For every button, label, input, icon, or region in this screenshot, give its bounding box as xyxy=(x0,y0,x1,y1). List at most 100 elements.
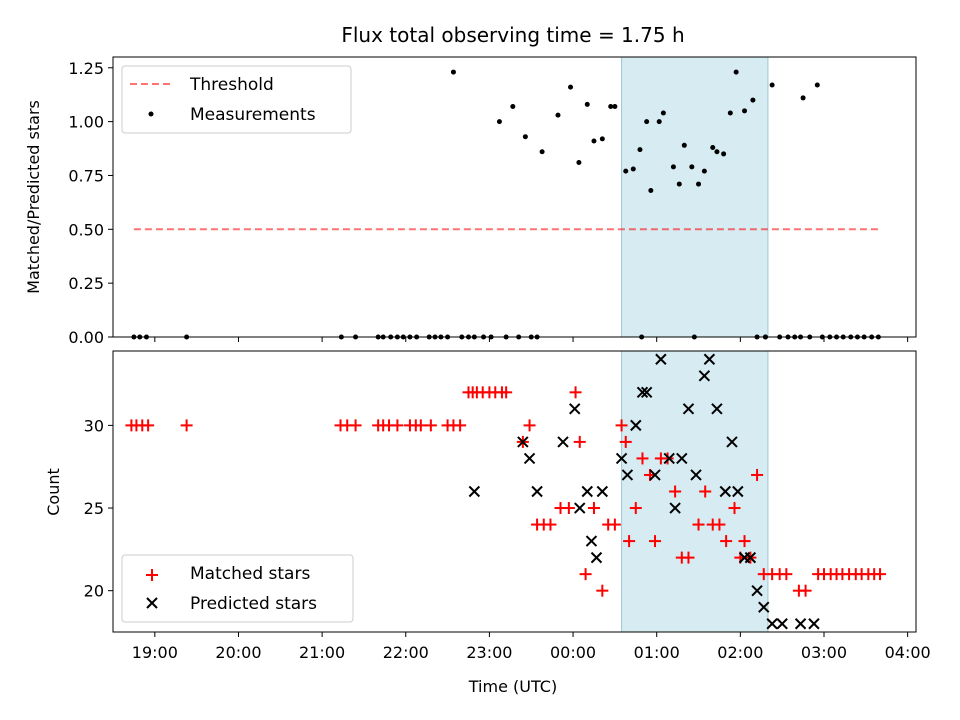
measurement-point xyxy=(727,110,733,116)
bottom-y-axis-label: Count xyxy=(44,468,63,516)
matched-star-marker xyxy=(799,584,812,597)
bottom-y-tick-label: 25 xyxy=(84,499,104,518)
measurement-point xyxy=(800,95,806,101)
predicted-star-marker xyxy=(557,436,569,448)
x-tick-label: 04:00 xyxy=(885,643,931,662)
predicted-star-marker xyxy=(732,485,744,498)
bottom-highlight-span xyxy=(621,350,769,633)
top-y-tick-label: 1.00 xyxy=(68,113,104,132)
matched-star-marker xyxy=(180,419,193,432)
measurement-point xyxy=(637,147,643,153)
measurement-point xyxy=(750,97,756,103)
top-highlight-span xyxy=(621,56,769,338)
predicted-star-marker xyxy=(751,584,763,597)
measurements-legend-label: Measurements xyxy=(190,105,316,125)
matched-star-marker xyxy=(738,535,751,548)
measurement-point xyxy=(656,119,662,125)
matched-star-marker xyxy=(682,551,695,564)
matched-star-marker xyxy=(544,518,557,531)
top-y-tick-label: 0.00 xyxy=(68,328,104,347)
top-panel: 0.00 0.25 0.50 0.75 1.00 1.25 Matched/Predict… xyxy=(24,56,917,347)
measurement-point xyxy=(568,84,574,90)
matched-star-marker xyxy=(699,485,712,498)
measurement-point xyxy=(676,181,682,187)
top-x-ticks xyxy=(154,337,909,342)
bottom-axes-frame xyxy=(112,350,917,633)
predicted-legend-marker xyxy=(146,597,158,609)
bottom-y-tick-label: 20 xyxy=(84,582,104,601)
matched-star-marker xyxy=(615,419,628,432)
matched-star-marker xyxy=(669,485,682,498)
bottom-x-ticks: 19:00 20:00 21:00 22:00 23:00 00:00 01:00 02:00… xyxy=(132,632,931,662)
top-axes-frame xyxy=(112,56,917,338)
measurement-point xyxy=(576,160,582,166)
measurement-point xyxy=(660,110,666,116)
measurement-point xyxy=(814,82,820,88)
matched-star-marker xyxy=(142,419,155,432)
chart-title: Flux total observing time = 1.75 h xyxy=(341,23,684,47)
predicted-star-marker xyxy=(630,419,642,432)
x-tick-label: 01:00 xyxy=(634,643,680,662)
measurement-point xyxy=(539,149,545,155)
matched-star-marker xyxy=(523,419,536,432)
x-tick-label: 02:00 xyxy=(717,643,763,662)
measurement-point xyxy=(584,101,590,107)
matched-star-marker xyxy=(569,386,582,399)
matched-star-marker xyxy=(728,502,741,515)
measurement-point xyxy=(608,104,614,110)
matched-star-marker xyxy=(587,502,600,515)
bottom-panel: 20 25 30 19:00 20:00 21:00 22:00 23:00 00:00 01:… xyxy=(44,350,931,696)
predicted-star-marker xyxy=(615,452,628,465)
predicted-star-marker xyxy=(726,436,738,448)
matched-star-marker xyxy=(349,419,362,432)
matched-star-marker xyxy=(608,518,621,531)
predicted-star-marker xyxy=(621,469,634,481)
x-tick-label: 21:00 xyxy=(299,643,345,662)
predicted-star-marker xyxy=(569,403,581,415)
measurements-legend-marker xyxy=(148,111,154,117)
measurement-point xyxy=(496,119,502,125)
predicted-star-marker xyxy=(766,618,778,630)
predicted-star-marker xyxy=(517,436,529,448)
predicted-star-marker xyxy=(655,353,667,365)
predicted-star-marker xyxy=(581,485,593,498)
x-tick-label: 20:00 xyxy=(215,643,261,662)
predicted-star-marker xyxy=(703,353,716,365)
measurement-point xyxy=(591,138,597,144)
predicted-legend-label: Predicted stars xyxy=(190,594,317,614)
measurement-point xyxy=(689,164,695,170)
matched-star-marker xyxy=(619,435,632,448)
x-tick-label: 00:00 xyxy=(550,643,596,662)
x-tick-label: 22:00 xyxy=(383,643,429,662)
predicted-star-marker xyxy=(649,469,661,481)
matched-star-marker xyxy=(500,386,513,399)
threshold-legend-label: Threshold xyxy=(189,75,274,95)
predicted-star-marker xyxy=(636,386,649,399)
measurement-point xyxy=(710,144,716,150)
matched-star-marker xyxy=(596,584,609,597)
predicted-star-marker xyxy=(698,370,711,382)
matched-star-marker xyxy=(713,518,726,531)
measurement-point xyxy=(630,166,636,172)
measurement-point xyxy=(769,82,775,88)
predicted-star-marker xyxy=(794,618,807,630)
measurement-point xyxy=(681,142,687,148)
measurement-point xyxy=(742,108,748,114)
matched-star-marker xyxy=(692,518,705,531)
matched-star-marker xyxy=(454,419,467,432)
matched-star-marker xyxy=(562,502,575,515)
matched-star-marker xyxy=(751,468,764,481)
top-y-tick-label: 0.25 xyxy=(68,274,104,293)
predicted-star-marker xyxy=(676,452,688,465)
measurement-point xyxy=(670,164,676,170)
measurement-point xyxy=(696,181,702,187)
predicted-star-marker xyxy=(596,485,609,498)
measurement-point xyxy=(721,151,727,157)
predicted-star-marker xyxy=(663,452,675,465)
predicted-star-marker xyxy=(690,469,702,481)
matched-legend-marker xyxy=(146,569,158,581)
matched-star-marker xyxy=(874,568,887,581)
predicted-stars-layer xyxy=(468,353,820,630)
bottom-y-tick-label: 30 xyxy=(84,416,104,435)
